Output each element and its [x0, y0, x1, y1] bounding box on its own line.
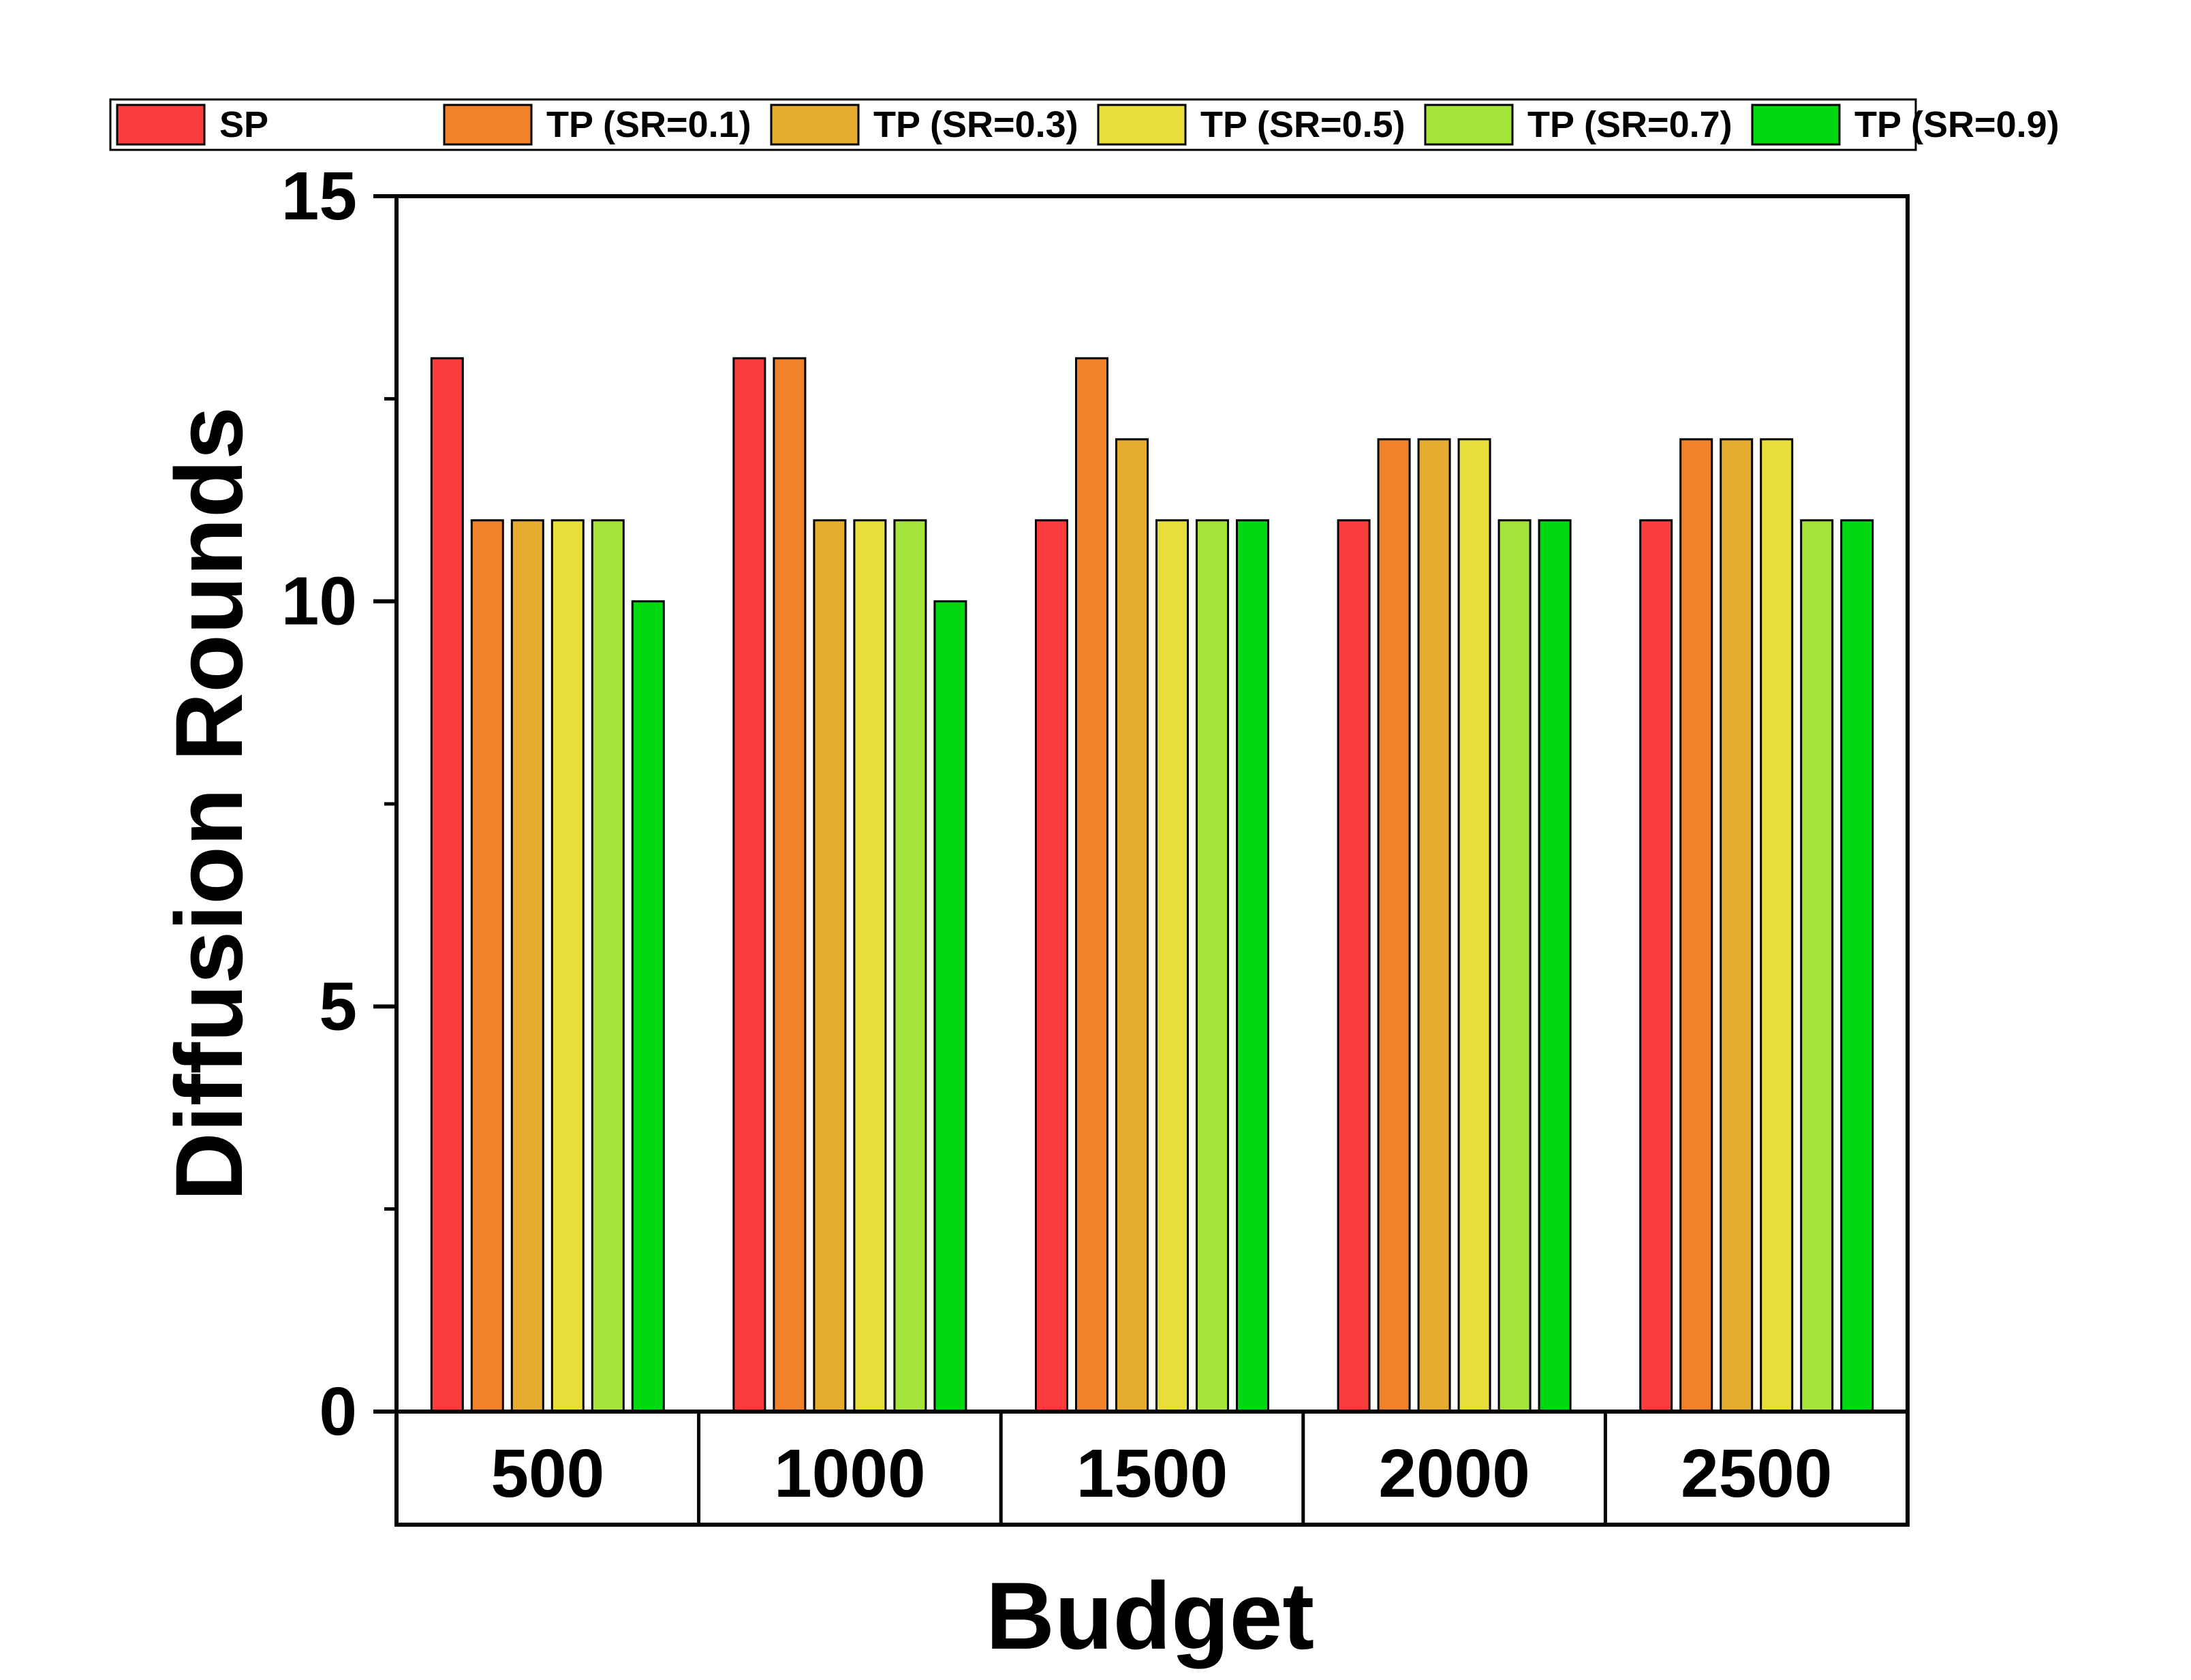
bar — [1115, 438, 1149, 1413]
legend-swatch — [116, 104, 206, 146]
bar — [1075, 357, 1108, 1413]
bar — [550, 519, 585, 1413]
bar — [591, 519, 625, 1413]
bar — [893, 519, 927, 1413]
y-tick-label: 5 — [319, 968, 357, 1044]
legend-swatch — [770, 104, 860, 146]
legend-swatch — [1097, 104, 1187, 146]
bar — [470, 519, 504, 1413]
axes: 500 1000 1500 2000 2500 0 5 10 15 — [281, 158, 1910, 1527]
bar — [813, 519, 847, 1413]
legend-label: TP (SR=0.3) — [873, 104, 1078, 145]
bar — [732, 357, 766, 1413]
x-tick-label: 2500 — [1681, 1435, 1832, 1512]
bar — [631, 600, 665, 1413]
bar — [1497, 519, 1532, 1413]
bar — [933, 600, 967, 1413]
bar — [773, 357, 807, 1413]
bar — [1720, 438, 1754, 1413]
legend-swatch — [1751, 104, 1841, 146]
bar — [1760, 438, 1794, 1413]
bar — [1155, 519, 1189, 1413]
bar — [1800, 519, 1834, 1413]
legend-label: SP — [219, 104, 268, 145]
y-axis-label: Diffusion Rounds — [155, 407, 262, 1201]
bar — [1035, 519, 1068, 1413]
x-tick-label: 1500 — [1076, 1435, 1228, 1512]
bar — [1639, 519, 1673, 1413]
legend-box — [109, 98, 1917, 151]
x-tick-label: 2000 — [1378, 1435, 1529, 1512]
x-tick-label: 1000 — [774, 1435, 925, 1512]
bar — [1236, 519, 1269, 1413]
legend-label: TP (SR=0.1) — [546, 104, 751, 145]
bar — [1377, 438, 1411, 1413]
bar — [1679, 438, 1713, 1413]
y-tick-label: 0 — [319, 1373, 357, 1450]
legend-label: TP (SR=0.5) — [1200, 104, 1405, 145]
bar — [1337, 519, 1371, 1413]
legend-label: TP (SR=0.7) — [1527, 104, 1732, 145]
bar — [1457, 438, 1491, 1413]
bar — [430, 357, 464, 1413]
x-axis-label: Budget — [986, 1562, 1314, 1669]
bar — [1417, 438, 1451, 1413]
y-tick-label: 15 — [281, 158, 357, 234]
x-tick-label: 500 — [491, 1435, 604, 1512]
legend-swatch — [443, 104, 533, 146]
bar — [510, 519, 544, 1413]
bars — [430, 357, 1874, 1413]
category-box — [394, 1410, 1910, 1527]
bar — [1196, 519, 1229, 1413]
bar — [853, 519, 887, 1413]
legend-swatch — [1424, 104, 1514, 146]
legend: SP TP (SR=0.1) TP (SR=0.3) TP (SR=0.5) TP (S… — [109, 98, 2060, 151]
y-tick-label: 10 — [281, 563, 357, 640]
bar — [1840, 519, 1874, 1413]
legend-label: TP (SR=0.9) — [1854, 104, 2060, 145]
bar — [1538, 519, 1572, 1413]
